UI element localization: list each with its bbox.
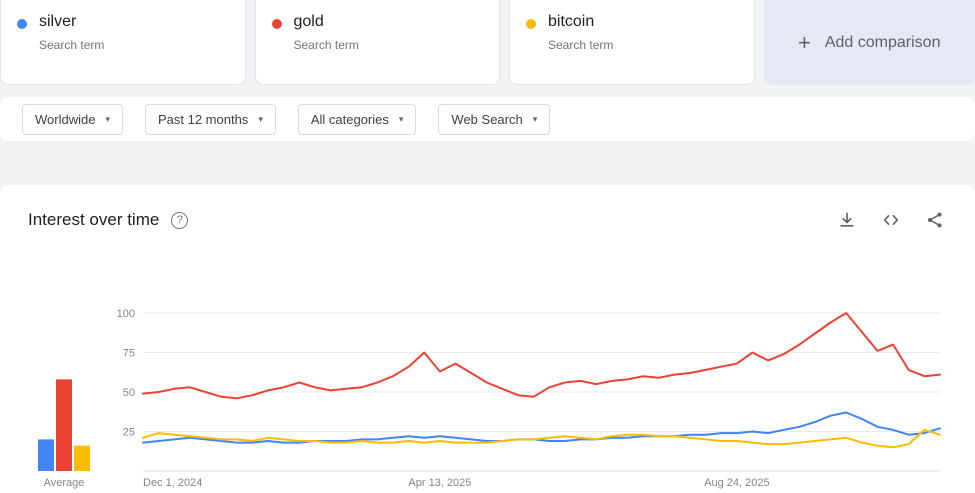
term-subtitle: Search term: [293, 38, 359, 52]
card-text: gold Search term: [294, 13, 359, 71]
term-label: gold: [293, 13, 324, 30]
svg-text:Dec 1, 2024: Dec 1, 2024: [143, 477, 202, 489]
svg-text:Average: Average: [44, 477, 85, 489]
svg-text:50: 50: [123, 387, 135, 399]
panel-header: Interest over time ?: [0, 185, 975, 230]
panel-title: Interest over time: [28, 210, 160, 229]
category-filter-dropdown[interactable]: All categories ▾: [297, 103, 417, 135]
category-filter-label: All categories: [310, 111, 389, 127]
share-icon[interactable]: [925, 210, 945, 230]
embed-code-icon[interactable]: [881, 210, 901, 230]
card-text: bitcoin Search term: [548, 13, 613, 71]
term-label: silver: [39, 13, 77, 30]
plus-icon: +: [798, 29, 811, 55]
help-icon[interactable]: ?: [171, 211, 189, 229]
gold-color-dot: [271, 19, 282, 29]
svg-text:Apr 13, 2025: Apr 13, 2025: [408, 477, 471, 489]
add-comparison-label: Add comparison: [824, 33, 941, 51]
panel-actions: [837, 210, 945, 230]
comparison-card-bitcoin[interactable]: bitcoin Search term: [509, 0, 755, 85]
chevron-down-icon: ▾: [398, 113, 404, 124]
comparison-card-gold[interactable]: gold Search term: [254, 0, 500, 85]
search-type-filter-label: Web Search: [451, 111, 523, 127]
term-label: bitcoin: [548, 13, 595, 30]
add-comparison-button[interactable]: + Add comparison: [763, 0, 975, 85]
term-subtitle: Search term: [39, 38, 105, 52]
chevron-down-icon: ▾: [105, 113, 110, 124]
chevron-down-icon: ▾: [532, 113, 538, 124]
comparison-cards-row: silver Search term gold Search term bitc…: [0, 0, 975, 85]
geo-filter-label: Worldwide: [35, 111, 96, 127]
bitcoin-color-dot: [526, 19, 536, 29]
card-text: silver Search term: [39, 13, 104, 71]
time-filter-label: Past 12 months: [157, 111, 249, 127]
time-filter-dropdown[interactable]: Past 12 months ▾: [144, 103, 276, 135]
trend-line-chart[interactable]: 25 50 75 100 Dec 1, 2024 Apr 13, 2025 Aug 24, …: [0, 278, 975, 493]
interest-over-time-panel: Interest over time ? 25 50 75 100 Dec 1, 202…: [0, 185, 975, 493]
svg-text:75: 75: [123, 348, 135, 360]
chevron-down-icon: ▾: [258, 113, 263, 124]
download-icon[interactable]: [837, 210, 857, 230]
term-subtitle: Search term: [548, 38, 614, 52]
comparison-card-silver[interactable]: silver Search term: [0, 0, 246, 85]
silver-color-dot: [17, 19, 27, 29]
svg-text:100: 100: [117, 308, 135, 320]
svg-text:Aug 24, 2025: Aug 24, 2025: [704, 477, 769, 489]
search-type-filter-dropdown[interactable]: Web Search ▾: [438, 103, 551, 135]
svg-text:25: 25: [123, 427, 135, 439]
filter-bar: Worldwide ▾ Past 12 months ▾ All categor…: [0, 97, 975, 141]
geo-filter-dropdown[interactable]: Worldwide ▾: [22, 103, 123, 135]
